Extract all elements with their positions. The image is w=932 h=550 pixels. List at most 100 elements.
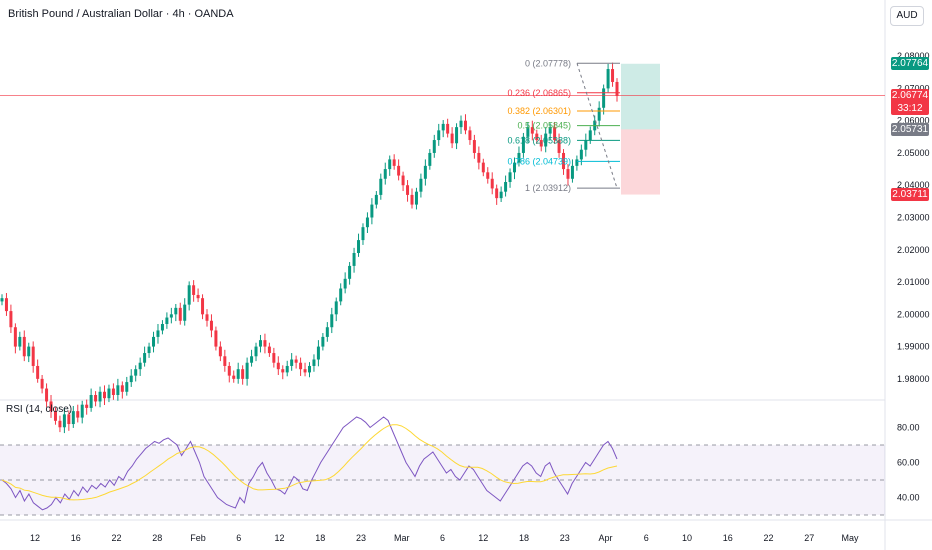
candle-body xyxy=(388,159,392,170)
price-tick-label: 2.03000 xyxy=(897,213,930,223)
rsi-tick-label: 40.00 xyxy=(897,493,920,503)
candle-body xyxy=(53,411,57,421)
candle-body xyxy=(94,395,98,402)
current-price-value: 2.06774 xyxy=(891,89,929,101)
stop-price-badge: 2.03711 xyxy=(891,188,929,202)
candle-body xyxy=(263,340,267,347)
candlestick-series xyxy=(0,62,619,434)
time-tick-label: 28 xyxy=(152,533,162,543)
candle-body xyxy=(232,375,236,379)
rsi-ma-line xyxy=(1,424,618,501)
candle-body xyxy=(535,133,539,141)
price-tick-label: 2.02000 xyxy=(897,245,930,255)
long-position-tool[interactable] xyxy=(621,63,660,195)
candle-body xyxy=(602,88,606,108)
price-tick-label: 1.98000 xyxy=(897,374,930,384)
candle-body xyxy=(499,191,503,199)
candle-body xyxy=(285,365,289,373)
candle-body xyxy=(13,327,17,347)
candle-body xyxy=(352,253,356,266)
candle-body xyxy=(374,194,378,205)
rsi-tick-label: 80.00 xyxy=(897,423,920,433)
candle-body xyxy=(214,330,218,347)
candle-body xyxy=(45,388,49,402)
candle-body xyxy=(330,314,334,328)
candle-body xyxy=(76,411,80,418)
candle-body xyxy=(588,130,592,141)
candle-body xyxy=(526,127,530,137)
candle-body xyxy=(107,388,111,399)
candle-body xyxy=(544,133,548,147)
candle-body xyxy=(129,375,133,383)
time-tick-label: 6 xyxy=(440,533,445,543)
candle-body xyxy=(18,336,22,347)
candle-body xyxy=(245,362,249,379)
time-tick-label: Feb xyxy=(190,533,206,543)
candle-body xyxy=(178,307,182,321)
candle-body xyxy=(294,359,298,363)
candle-body xyxy=(196,294,200,299)
time-tick-label: 6 xyxy=(644,533,649,543)
candle-body xyxy=(406,185,410,195)
candle-body xyxy=(201,298,205,315)
candle-body xyxy=(477,152,481,163)
time-tick-label: 12 xyxy=(274,533,284,543)
candle-body xyxy=(562,152,566,170)
candle-body xyxy=(272,353,276,363)
bar-countdown: 33:12 xyxy=(897,102,923,114)
candle-body xyxy=(334,301,338,315)
candle-body xyxy=(361,227,365,241)
candle-body xyxy=(111,388,115,395)
candle-body xyxy=(392,159,396,166)
candle-body xyxy=(103,391,106,399)
candle-body xyxy=(401,175,405,186)
candle-body xyxy=(370,204,374,218)
candle-body xyxy=(250,356,254,363)
candle-body xyxy=(432,140,436,153)
fibonacci-retracement[interactable]: 0 (2.07778) 0.236 (2.06865) 0.382 (2.06301… xyxy=(507,58,620,193)
candle-body xyxy=(27,346,31,357)
candle-body xyxy=(348,265,352,279)
candle-body xyxy=(0,298,4,302)
currency-button[interactable]: AUD xyxy=(890,6,924,26)
fib-level-label: 1 (2.03912) xyxy=(525,183,571,193)
candle-body xyxy=(513,162,516,173)
candle-body xyxy=(419,178,423,192)
candle-body xyxy=(530,127,534,134)
candle-body xyxy=(276,362,280,370)
candle-body xyxy=(9,311,13,328)
candle-body xyxy=(615,81,619,96)
candle-body xyxy=(258,340,262,347)
candle-body xyxy=(299,362,303,370)
candle-body xyxy=(31,346,35,366)
position-profit-zone xyxy=(621,63,660,130)
candle-body xyxy=(218,346,222,357)
price-tick-label: 2.05000 xyxy=(897,148,930,158)
time-tick-label: 18 xyxy=(519,533,529,543)
entry-price-badge: 2.05731 xyxy=(891,122,929,136)
time-tick-label: 23 xyxy=(356,533,366,543)
candle-body xyxy=(290,359,294,366)
time-tick-label: May xyxy=(841,533,859,543)
fib-level-label: 0 (2.07778) xyxy=(525,58,571,68)
price-tick-label: 2.04000 xyxy=(897,180,930,190)
candle-body xyxy=(316,346,320,360)
candle-body xyxy=(463,120,467,131)
rsi-indicator-label[interactable]: RSI (14, close) xyxy=(6,404,73,415)
candle-body xyxy=(379,178,383,195)
time-tick-label: Mar xyxy=(394,533,410,543)
candle-body xyxy=(566,169,570,179)
candle-body xyxy=(365,217,369,228)
candle-body xyxy=(357,240,361,253)
time-tick-label: 23 xyxy=(560,533,570,543)
candle-body xyxy=(414,191,418,205)
candle-body xyxy=(36,365,40,379)
candle-body xyxy=(468,130,472,141)
candle-body xyxy=(98,391,102,402)
candle-body xyxy=(80,404,84,418)
candle-body xyxy=(156,330,160,337)
candle-body xyxy=(504,182,508,192)
candle-body xyxy=(459,120,463,128)
